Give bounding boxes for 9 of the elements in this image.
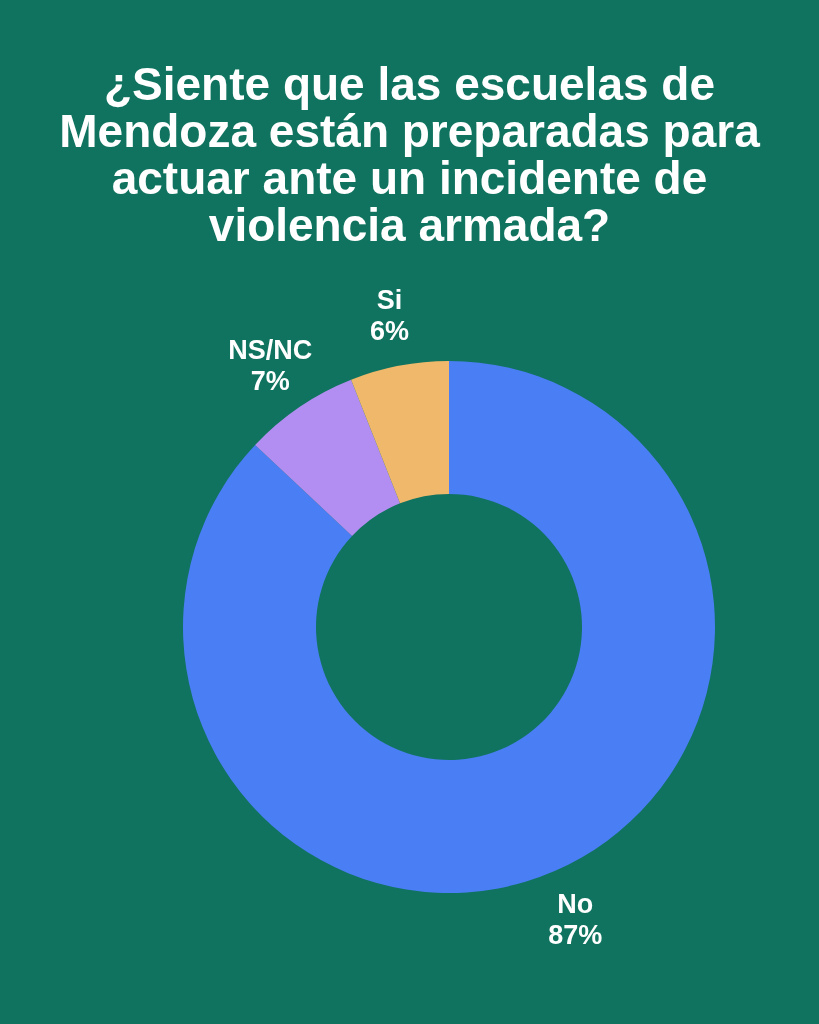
chart-title: ¿Siente que las escuelas de Mendoza están preparadas para actuar ante un incidente de violencia armada? — [59, 58, 761, 251]
data-label: 7% — [250, 365, 290, 396]
data-label: 6% — [369, 316, 409, 347]
donut-slice — [183, 361, 715, 893]
slice-label: NS/NC — [228, 334, 313, 365]
slice-label: Si — [376, 285, 403, 316]
donut-slice — [351, 361, 449, 504]
data-label: 87% — [548, 920, 603, 951]
slice-label: No — [557, 889, 594, 920]
